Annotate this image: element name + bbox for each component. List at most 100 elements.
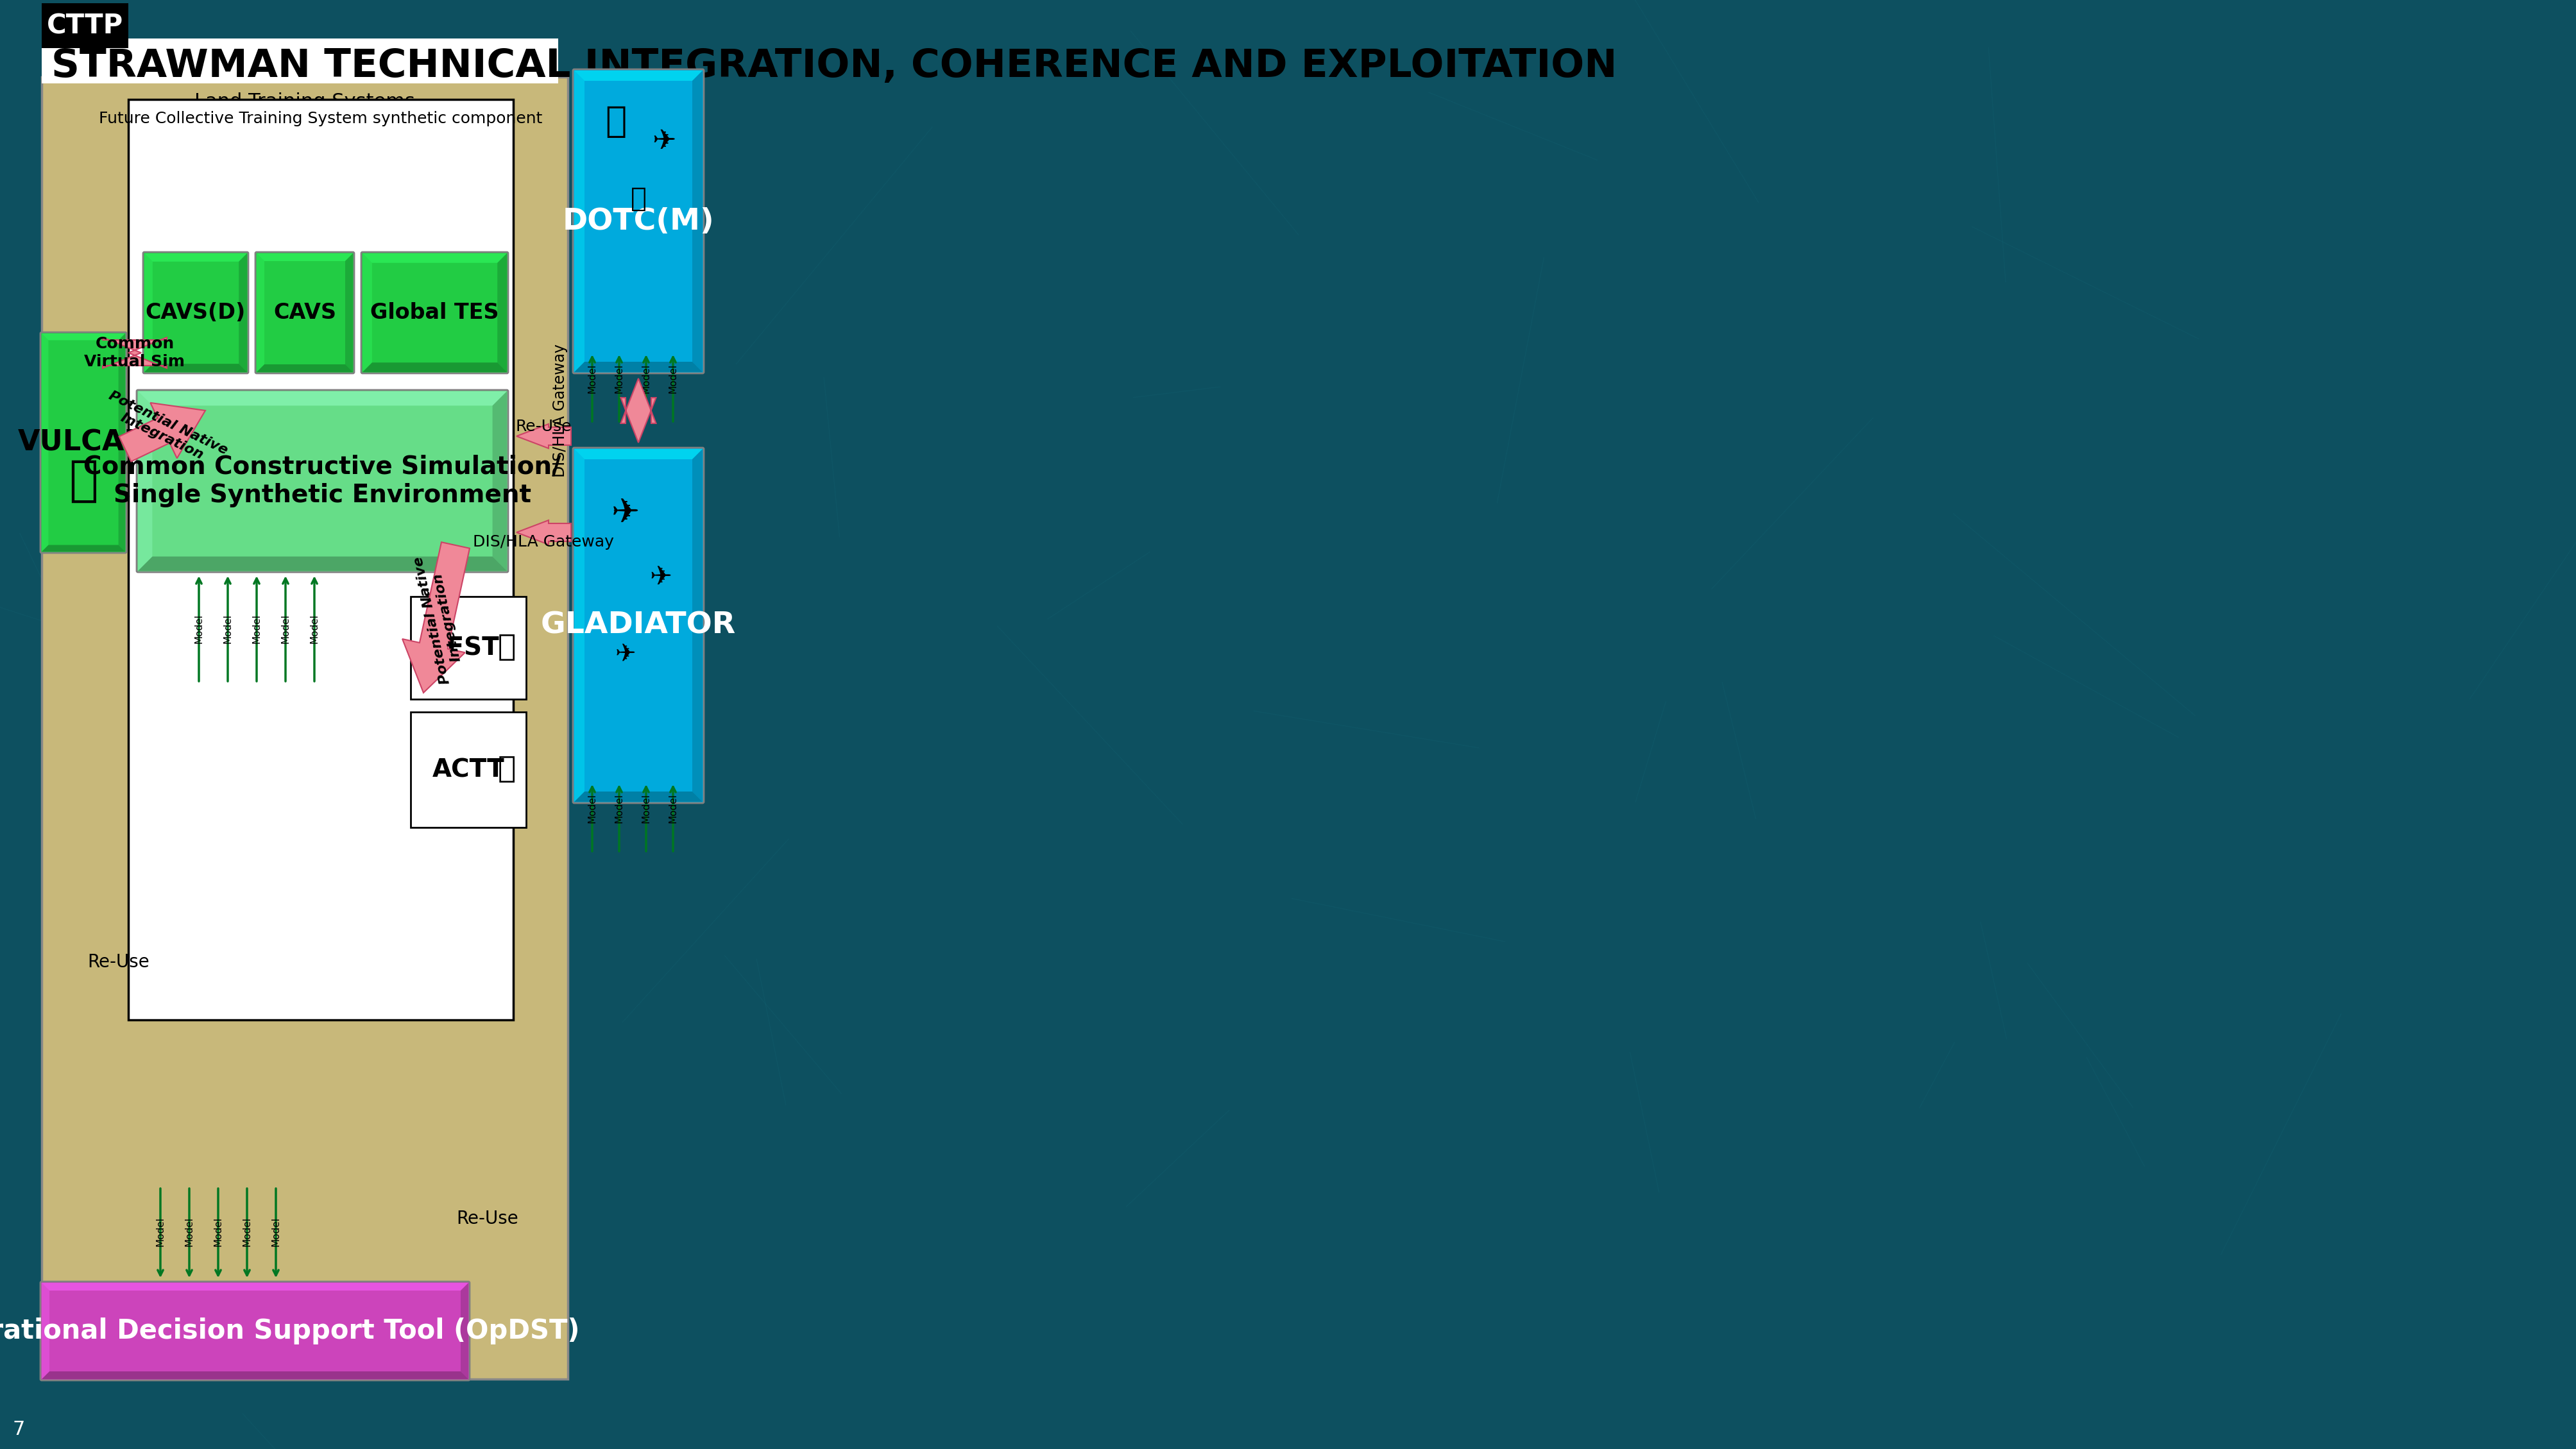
Text: CAVS: CAVS (273, 301, 335, 323)
Polygon shape (461, 1282, 469, 1379)
FancyBboxPatch shape (572, 70, 703, 374)
Text: Model: Model (641, 794, 652, 823)
Polygon shape (574, 449, 585, 801)
Polygon shape (144, 254, 152, 372)
Text: Model: Model (667, 364, 677, 393)
Bar (41, 77, 567, 1379)
Text: 🚁: 🚁 (605, 104, 626, 139)
Polygon shape (41, 333, 126, 341)
Text: Land Training Systems: Land Training Systems (193, 93, 415, 110)
Text: Model: Model (252, 614, 260, 643)
Text: Re-Use: Re-Use (456, 1210, 518, 1227)
Polygon shape (103, 338, 167, 368)
Polygon shape (41, 1282, 469, 1291)
Text: Model: Model (587, 364, 598, 393)
Polygon shape (139, 556, 507, 571)
Text: 🚁: 🚁 (497, 755, 515, 784)
Bar (410, 711, 526, 827)
Text: DIS/HLA Gateway: DIS/HLA Gateway (551, 343, 567, 477)
Text: Model: Model (185, 1217, 193, 1246)
Text: ✈: ✈ (611, 497, 639, 530)
Text: Model: Model (667, 794, 677, 823)
Bar (129, 100, 513, 1020)
Text: JFST: JFST (438, 636, 500, 661)
Polygon shape (574, 71, 703, 81)
Polygon shape (240, 254, 247, 372)
Polygon shape (497, 254, 507, 372)
Bar (41, 3, 129, 48)
FancyBboxPatch shape (255, 252, 353, 374)
FancyBboxPatch shape (144, 252, 247, 374)
Polygon shape (363, 362, 507, 372)
Text: ✈: ✈ (649, 564, 672, 591)
Polygon shape (574, 791, 703, 801)
Text: Model: Model (613, 794, 623, 823)
Polygon shape (139, 391, 152, 571)
Text: Model: Model (641, 364, 652, 393)
Text: 👥: 👥 (497, 633, 515, 662)
Polygon shape (492, 391, 507, 571)
Text: 🚢: 🚢 (631, 185, 647, 213)
Text: 🚜: 🚜 (70, 458, 98, 504)
Polygon shape (41, 1371, 469, 1379)
Text: Future Collective Training System synthetic component: Future Collective Training System synthe… (98, 112, 544, 126)
Text: Re-Use: Re-Use (515, 419, 572, 435)
Polygon shape (693, 449, 703, 801)
Polygon shape (621, 378, 657, 442)
Text: Common
Virtual Sim: Common Virtual Sim (85, 336, 185, 369)
Text: VULCAN: VULCAN (18, 429, 149, 456)
Polygon shape (258, 364, 353, 372)
Polygon shape (144, 254, 247, 262)
Polygon shape (258, 254, 353, 261)
FancyBboxPatch shape (41, 332, 126, 554)
Text: Model: Model (587, 794, 598, 823)
Text: Model: Model (309, 614, 319, 643)
Text: CTTP: CTTP (46, 12, 124, 39)
Text: Model: Model (224, 614, 232, 643)
Text: Model: Model (193, 614, 204, 643)
Text: Re-Use: Re-Use (88, 953, 149, 971)
Polygon shape (574, 362, 703, 372)
Text: CAVS(D): CAVS(D) (144, 301, 245, 323)
Text: Model: Model (270, 1217, 281, 1246)
Text: Model: Model (613, 364, 623, 393)
Bar (41, 39, 559, 84)
Polygon shape (41, 333, 49, 552)
Polygon shape (574, 449, 703, 459)
Text: Model: Model (242, 1217, 252, 1246)
FancyBboxPatch shape (572, 448, 703, 803)
Polygon shape (41, 545, 126, 552)
Bar (410, 597, 526, 700)
Polygon shape (515, 425, 572, 448)
Text: STRAWMAN TECHNICAL INTEGRATION, COHERENCE AND EXPLOITATION: STRAWMAN TECHNICAL INTEGRATION, COHERENC… (52, 48, 1618, 85)
FancyBboxPatch shape (137, 390, 507, 572)
FancyBboxPatch shape (41, 1281, 469, 1381)
Polygon shape (144, 364, 247, 372)
Text: GLADIATOR: GLADIATOR (541, 611, 737, 640)
Text: Operational Decision Support Tool (OpDST): Operational Decision Support Tool (OpDST… (0, 1317, 580, 1345)
Text: Potential Native
Integration: Potential Native Integration (100, 390, 229, 471)
Polygon shape (693, 71, 703, 372)
Polygon shape (515, 520, 572, 545)
Polygon shape (258, 254, 265, 372)
Text: ✈: ✈ (616, 642, 636, 667)
Polygon shape (118, 403, 206, 461)
Text: DOTC(M): DOTC(M) (562, 207, 714, 236)
Text: ✈: ✈ (652, 128, 675, 155)
Polygon shape (118, 333, 126, 552)
Text: 7: 7 (13, 1420, 26, 1439)
FancyBboxPatch shape (361, 252, 507, 374)
Polygon shape (139, 391, 507, 406)
Text: Model: Model (214, 1217, 224, 1246)
Polygon shape (41, 1282, 49, 1379)
Polygon shape (363, 254, 371, 372)
Text: Potential Native
Integration: Potential Native Integration (412, 552, 466, 685)
Polygon shape (402, 542, 469, 693)
Text: Global TES: Global TES (371, 301, 500, 323)
Polygon shape (345, 254, 353, 372)
Polygon shape (574, 71, 585, 372)
Text: Model: Model (281, 614, 291, 643)
Polygon shape (363, 254, 507, 262)
Text: DIS/HLA Gateway: DIS/HLA Gateway (474, 535, 613, 549)
Text: ACTT: ACTT (433, 758, 505, 782)
